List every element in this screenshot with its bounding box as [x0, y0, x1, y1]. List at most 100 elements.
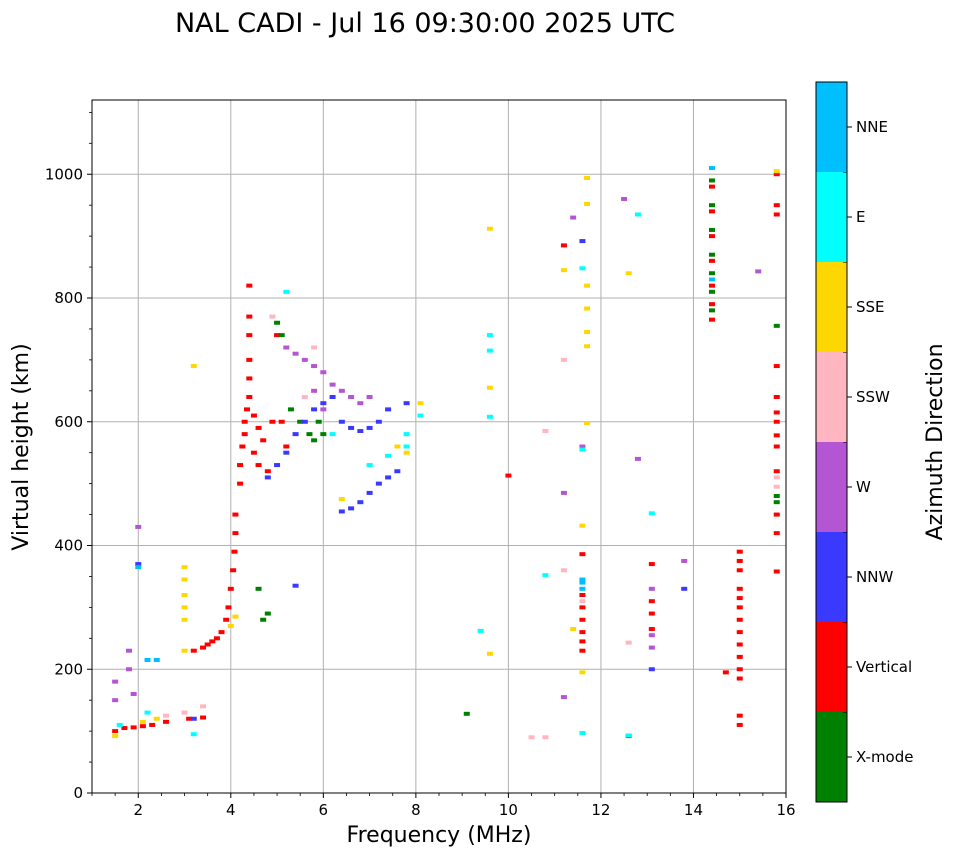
data-point-vertical [773, 433, 780, 438]
data-point-vertical [241, 432, 248, 437]
x-tick-label: 4 [226, 801, 236, 819]
data-point-e [648, 511, 655, 516]
data-point-xmode [773, 494, 780, 498]
data-point-vertical [736, 617, 743, 622]
data-point-ssw [773, 475, 780, 480]
data-point-xmode [773, 323, 780, 328]
colorbar-label: W [856, 478, 871, 496]
data-point-vertical [648, 627, 655, 632]
colorbar-swatch [816, 712, 847, 802]
data-point-e [625, 733, 632, 738]
data-point-e [486, 348, 493, 353]
data-point-ssw [181, 710, 188, 715]
data-point-w [135, 524, 142, 529]
data-point-nnw [648, 667, 655, 672]
x-tick-label: 10 [499, 801, 518, 819]
colorbar-title: Azimuth Direction [923, 343, 948, 540]
data-point-xmode [260, 617, 267, 622]
data-point-vertical [139, 724, 146, 729]
data-point-vertical [773, 469, 780, 474]
data-point-vertical [736, 630, 743, 635]
data-point-ssw [560, 357, 567, 362]
data-point-ssw [311, 345, 318, 350]
data-point-nnw [348, 506, 355, 511]
data-point-sse [190, 364, 197, 369]
data-point-vertical [130, 725, 137, 730]
data-point-vertical [241, 419, 248, 424]
data-point-vertical [149, 722, 156, 727]
data-point-ssw [625, 640, 632, 645]
data-point-vertical [722, 670, 729, 675]
data-point-sse [153, 716, 160, 721]
data-point-vertical [579, 630, 586, 635]
data-point-ssw [163, 713, 170, 718]
data-point-vertical [560, 243, 567, 248]
data-point-vertical [708, 209, 715, 214]
data-point-vertical [736, 642, 743, 647]
data-point-vertical [204, 642, 211, 647]
data-point-w [126, 667, 133, 672]
colorbar-border [815, 81, 848, 803]
data-point-vertical [579, 648, 586, 653]
data-point-nnw [348, 425, 355, 430]
plot-border [91, 99, 787, 794]
data-point-ssw [542, 735, 549, 740]
data-point-vertical [250, 450, 257, 455]
data-point-xmode [315, 419, 322, 424]
data-point-sse [584, 175, 591, 180]
data-point-w [648, 645, 655, 650]
data-point-vertical [708, 184, 715, 189]
data-point-vertical [200, 645, 207, 650]
data-point-nnw [375, 419, 382, 424]
data-point-nnw [681, 586, 688, 591]
data-point-w [366, 395, 373, 399]
data-point-nne [579, 580, 586, 585]
data-point-sse [181, 617, 188, 622]
data-point-w [681, 558, 688, 563]
data-point-w [570, 215, 577, 220]
data-point-sse [584, 330, 591, 335]
data-point-e [144, 710, 151, 715]
y-tick-label: 600 [54, 413, 83, 431]
data-point-sse [486, 385, 493, 390]
x-axis-label: Frequency (MHz) [347, 823, 532, 848]
data-point-w [560, 490, 567, 495]
colorbar-swatch [816, 532, 847, 622]
data-point-sse [232, 614, 239, 619]
data-point-w [357, 401, 364, 406]
data-point-vertical [246, 333, 253, 338]
data-point-e [190, 732, 197, 737]
data-point-xmode [297, 419, 304, 424]
data-point-vertical [736, 549, 743, 554]
data-point-vertical [773, 364, 780, 369]
colorbar-label: X-mode [856, 748, 913, 766]
data-point-nnw [579, 239, 586, 244]
data-point-vertical [773, 512, 780, 517]
data-point-vertical [773, 203, 780, 208]
data-point-w [292, 351, 299, 356]
data-point-vertical [260, 438, 267, 443]
data-point-vertical [708, 302, 715, 307]
data-point-sse [584, 283, 591, 288]
data-point-nnw [274, 463, 281, 468]
data-point-vertical [112, 729, 119, 734]
data-point-sse [181, 577, 188, 582]
data-point-xmode [306, 432, 313, 437]
data-point-nnw [338, 509, 345, 514]
data-point-w [560, 695, 567, 700]
data-point-sse [560, 268, 567, 273]
data-point-sse [570, 627, 577, 632]
data-point-w [338, 388, 345, 393]
data-point-vertical [190, 648, 197, 653]
data-point-sse [394, 444, 401, 449]
x-tick-label: 12 [591, 801, 610, 819]
data-point-sse [579, 523, 586, 528]
data-point-vertical [579, 617, 586, 622]
x-tick-label: 8 [411, 801, 421, 819]
y-tick-label: 0 [73, 784, 83, 802]
data-point-ssw [579, 599, 586, 604]
data-point-nnw [366, 490, 373, 495]
data-point-vertical [213, 636, 220, 641]
data-point-vertical [246, 283, 253, 288]
